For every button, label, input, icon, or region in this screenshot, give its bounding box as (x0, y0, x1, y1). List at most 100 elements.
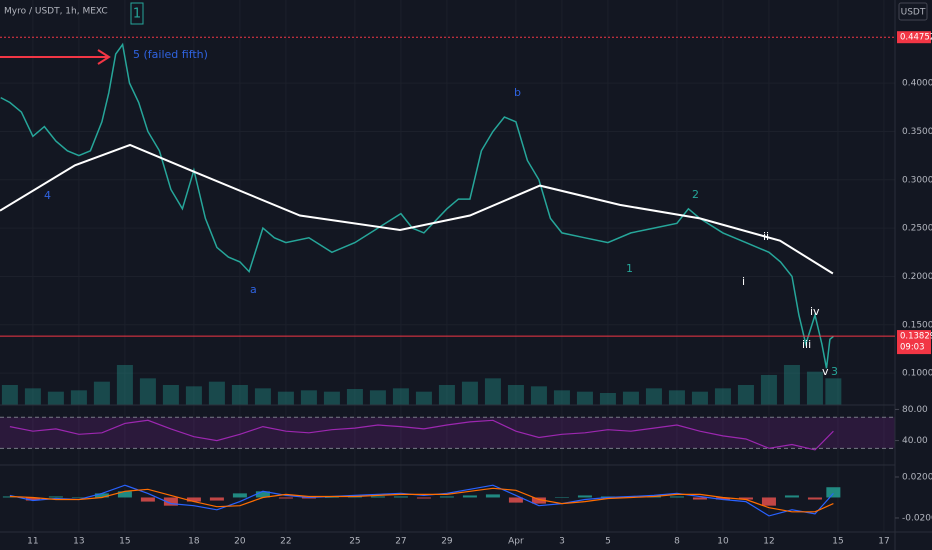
wave-label: iii (802, 338, 811, 351)
arrow-head (97, 49, 111, 65)
x-tick-label: 29 (441, 537, 453, 547)
volume-bar (576, 391, 593, 405)
price-label-box (897, 31, 931, 44)
histogram-bar (462, 495, 477, 498)
x-tick-label: 27 (395, 537, 406, 547)
histogram-bar (554, 497, 569, 498)
volume-bar (668, 390, 685, 405)
wave-label: 3 (831, 365, 838, 378)
volume-bar (277, 391, 294, 405)
price-label-box (897, 330, 931, 355)
volume-bar (323, 391, 340, 405)
x-tick-label: 22 (280, 537, 291, 547)
x-tick-label: 25 (349, 537, 360, 547)
wave-label: 1 (626, 262, 633, 275)
x-tick-label: Apr (508, 537, 524, 547)
wave-label: i (742, 275, 745, 288)
volume-bar (760, 375, 777, 405)
volume-bar (530, 386, 547, 405)
chart-title: Myro / USDT, 1h, MEXC (4, 7, 108, 17)
volume-bar (24, 388, 41, 405)
histogram-bar (140, 497, 155, 502)
volume-bar (461, 381, 478, 405)
histogram-bar (25, 497, 40, 501)
volume-bar (806, 371, 823, 405)
volume-bar (346, 389, 363, 405)
volume-bar (783, 365, 800, 405)
histogram-bar (784, 495, 799, 498)
wave-label: iv (810, 305, 820, 318)
histogram-bar (71, 497, 86, 498)
histogram-bar (485, 494, 500, 498)
moving-average (0, 143, 834, 275)
histogram-bar (439, 496, 454, 498)
volume-bar (507, 385, 524, 405)
volume-bar (139, 378, 156, 405)
wave-label: 5 (failed fifth) (133, 48, 208, 61)
y-tick-label: -0.02000 (902, 513, 932, 523)
volume-bar (438, 385, 455, 405)
wave-label: 2 (692, 188, 699, 201)
volume-bar (231, 385, 248, 405)
histogram-bar (117, 491, 132, 498)
histogram-bar (416, 497, 431, 499)
volume-bar (691, 391, 708, 405)
badge: 1 (133, 7, 141, 22)
histogram-bar (209, 497, 224, 501)
volume-bar (93, 381, 110, 405)
volume-bar (645, 388, 662, 405)
histogram-bar (94, 493, 109, 498)
x-tick-label: 8 (674, 537, 680, 547)
volume-bar (622, 391, 639, 405)
histogram-bar (393, 496, 408, 498)
currency-box (898, 2, 928, 21)
volume-bar (185, 386, 202, 405)
volume-bar (116, 365, 133, 405)
x-tick-label: 17 (878, 537, 889, 547)
x-tick-label: 20 (234, 537, 246, 547)
x-tick-label: 12 (763, 537, 774, 547)
x-tick-label: 10 (717, 537, 729, 547)
volume-bar (300, 390, 317, 405)
volume-bar (162, 385, 179, 405)
histogram-bar (163, 497, 178, 506)
histogram-bar (186, 497, 201, 502)
macd-line (9, 484, 834, 517)
histogram-bar (531, 497, 546, 504)
volume-bar (208, 381, 225, 405)
y-tick-label: 80.00 (902, 405, 928, 415)
wave-label: b (514, 86, 521, 99)
x-tick-label: 11 (27, 537, 38, 547)
volume-bar (415, 391, 432, 405)
y-tick-label: 40.00 (902, 436, 928, 446)
plot (0, 42, 842, 517)
countdown: 09:03 (900, 343, 925, 353)
price-label: 0.44752 (900, 33, 932, 43)
wave-label: a (250, 283, 257, 296)
currency: USDT (901, 8, 926, 18)
y-tick-label: 0.02000 (902, 472, 932, 482)
histogram-bar (577, 495, 592, 498)
histogram-bar (232, 493, 247, 498)
histogram-bar (48, 496, 63, 498)
histogram-bar (278, 497, 293, 499)
histogram-bar (738, 497, 753, 500)
rsi-band-fill (0, 417, 895, 449)
price-label: 0.13829 (900, 332, 932, 342)
wave-label: 4 (44, 189, 51, 202)
histogram-bar (692, 497, 707, 500)
x-tick-label: 5 (605, 537, 611, 547)
volume-bar (1, 385, 18, 405)
volume-bar (553, 390, 570, 405)
volume-bar (392, 388, 409, 405)
volume-bar (369, 390, 386, 405)
histogram-bar (324, 497, 339, 498)
x-tick-label: 3 (559, 537, 565, 547)
volume-bar (714, 388, 731, 405)
